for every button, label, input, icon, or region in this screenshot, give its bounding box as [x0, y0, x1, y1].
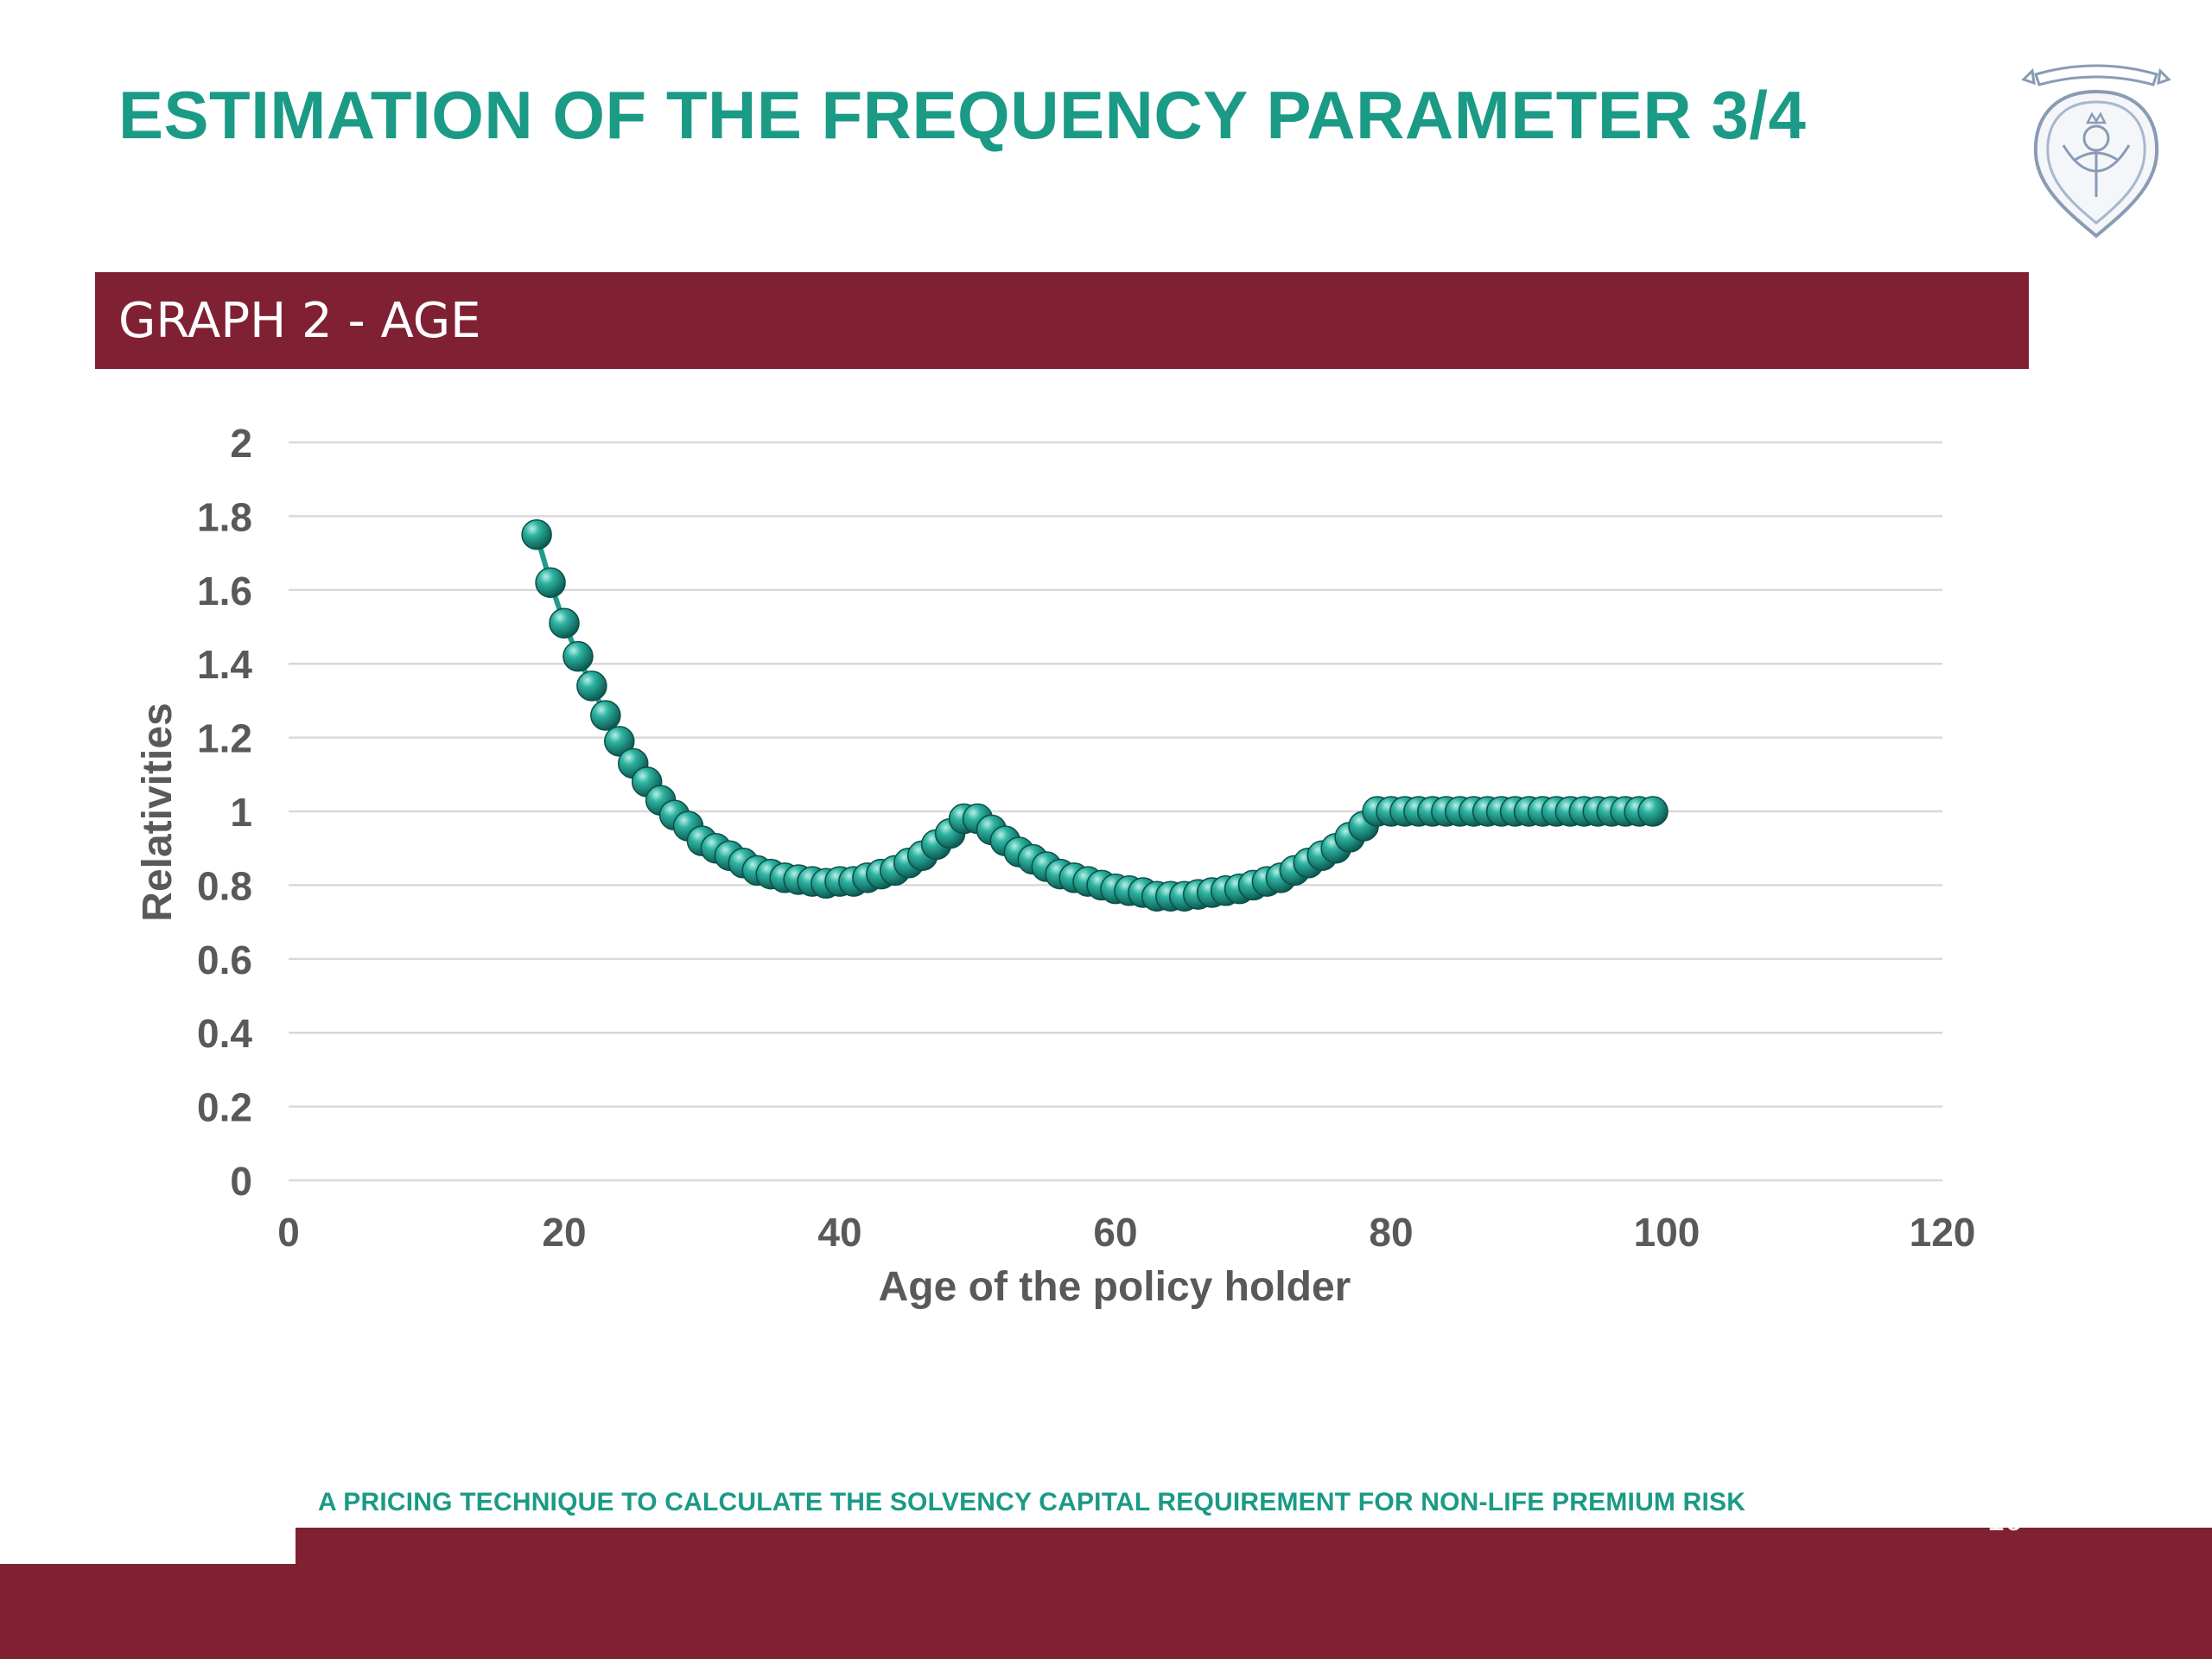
section-header-bar: GRAPH 2 - AGE — [95, 272, 2029, 369]
x-tick-label: 80 — [1369, 1210, 1413, 1255]
data-point-2 — [549, 607, 580, 639]
university-seal-icon — [2021, 64, 2171, 238]
x-tick-label: 120 — [1910, 1210, 1976, 1255]
y-tick-label: 2 — [230, 421, 252, 466]
y-tick-label: 1.8 — [197, 494, 252, 539]
slide-title: ESTIMATION OF THE FREQUENCY PARAMETER 3/… — [118, 77, 1807, 153]
x-axis-title: Age of the policy holder — [879, 1264, 1351, 1310]
y-tick-label: 0.6 — [197, 938, 252, 982]
data-point-81 — [1637, 796, 1669, 827]
y-tick-label: 1 — [230, 790, 252, 835]
page-number: 16 — [1987, 1502, 2023, 1537]
x-tick-label: 20 — [542, 1210, 586, 1255]
data-point-4 — [576, 671, 607, 702]
series-markers — [521, 519, 1669, 912]
y-axis-title: Relativities — [135, 702, 181, 921]
x-tick-label: 40 — [817, 1210, 861, 1255]
footer-notch — [0, 1528, 296, 1564]
axis-ticks: 00.20.40.60.811.21.41.61.820 20 40 60 80 100 1… — [197, 421, 1975, 1255]
footer-text: A PRICING TECHNIQUE TO CALCULATE THE SOL… — [318, 1488, 1746, 1516]
y-tick-label: 0.2 — [197, 1085, 252, 1130]
data-point-1 — [535, 567, 566, 599]
y-tick-label: 1.4 — [197, 642, 252, 687]
data-point-3 — [563, 640, 594, 672]
age-relativities-chart: 00.20.40.60.811.21.41.61.820 20 40 60 80 100 1… — [135, 421, 1975, 1310]
y-tick-label: 0 — [230, 1159, 252, 1204]
y-tick-label: 0.8 — [197, 863, 252, 908]
data-point-0 — [521, 519, 552, 550]
data-point-5 — [590, 700, 621, 731]
gridlines — [289, 441, 1942, 1182]
y-tick-label: 0.4 — [197, 1011, 252, 1056]
x-tick-label: 100 — [1634, 1210, 1700, 1255]
y-tick-label: 1.2 — [197, 716, 252, 761]
y-tick-label: 1.6 — [197, 569, 252, 613]
section-title: GRAPH 2 - AGE — [118, 292, 481, 349]
footer-bar — [0, 1528, 2212, 1659]
data-point-6 — [604, 726, 635, 757]
x-tick-label: 0 — [277, 1210, 300, 1255]
x-tick-label: 60 — [1093, 1210, 1137, 1255]
